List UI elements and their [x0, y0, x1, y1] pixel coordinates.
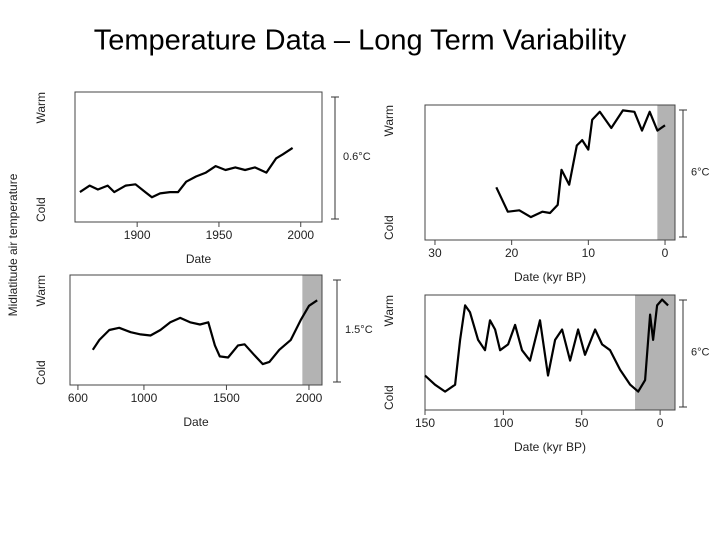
plot-frame [424, 104, 676, 241]
x-tick-label: 0 [657, 416, 664, 430]
x-axis-label: Date [183, 415, 209, 429]
x-tick-label: 2000 [296, 391, 323, 405]
temperature-line [424, 298, 669, 393]
x-tick-label: 2000 [287, 228, 314, 242]
plot-frame [424, 294, 676, 411]
plot-frame [69, 274, 323, 386]
x-tick-label: 1950 [206, 228, 233, 242]
x-tick-label: 20 [505, 246, 519, 260]
y-tick-label: Cold [34, 197, 48, 222]
x-tick-label: 10 [582, 246, 596, 260]
x-tick-label: 150 [415, 416, 435, 430]
scale-label: 1.5°C [345, 324, 373, 336]
y-axis-label: Midlatitude air temperature [6, 173, 20, 316]
shaded-period [657, 105, 675, 240]
x-tick-label: 30 [428, 246, 442, 260]
x-tick-label: 50 [575, 416, 589, 430]
x-tick-label: 600 [68, 391, 88, 405]
scale-label: 0.6°C [343, 151, 371, 163]
temperature-line [495, 109, 666, 219]
plot-frame [74, 91, 323, 223]
y-tick-label: Cold [382, 215, 396, 240]
x-axis-label: Date [186, 252, 212, 266]
x-tick-label: 1500 [213, 391, 240, 405]
y-tick-label: Cold [34, 360, 48, 385]
y-tick-label: Cold [382, 385, 396, 410]
slide-title: Temperature Data – Long Term Variability [94, 25, 627, 57]
x-tick-label: 100 [493, 416, 513, 430]
x-tick-label: 1000 [131, 391, 158, 405]
y-tick-label: Warm [382, 105, 396, 137]
y-tick-label: Warm [34, 275, 48, 307]
y-tick-label: Warm [382, 295, 396, 327]
temperature-line [91, 299, 318, 366]
shaded-period [302, 275, 322, 385]
temperature-line [79, 146, 294, 199]
x-axis-label: Date (kyr BP) [514, 270, 586, 284]
scale-label: 6°C [691, 166, 710, 178]
scale-label: 6°C [691, 346, 710, 358]
x-tick-label: 1900 [124, 228, 151, 242]
shaded-period [635, 295, 675, 410]
y-tick-label: Warm [34, 92, 48, 124]
x-tick-label: 0 [662, 246, 669, 260]
x-axis-label: Date (kyr BP) [514, 440, 586, 454]
